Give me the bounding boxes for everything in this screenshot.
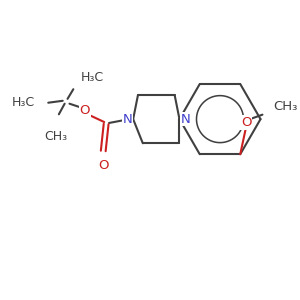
Text: H₃C: H₃C: [12, 96, 35, 109]
Text: O: O: [80, 104, 90, 117]
Text: O: O: [98, 159, 109, 172]
Text: CH₃: CH₃: [44, 130, 68, 143]
Text: N: N: [180, 112, 190, 126]
Text: O: O: [241, 116, 251, 129]
Text: N: N: [122, 112, 132, 126]
Text: CH₃: CH₃: [273, 100, 297, 113]
Text: H₃C: H₃C: [81, 71, 104, 84]
